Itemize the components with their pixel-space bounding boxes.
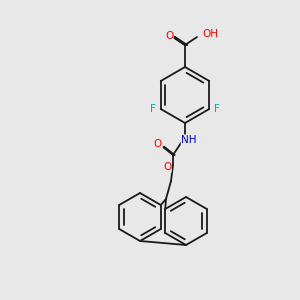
Text: F: F — [150, 104, 156, 114]
Text: F: F — [214, 104, 220, 114]
Text: O: O — [163, 162, 171, 172]
Text: O: O — [165, 31, 173, 41]
Text: OH: OH — [202, 29, 218, 39]
Text: NH: NH — [181, 135, 197, 145]
Text: O: O — [154, 139, 162, 149]
